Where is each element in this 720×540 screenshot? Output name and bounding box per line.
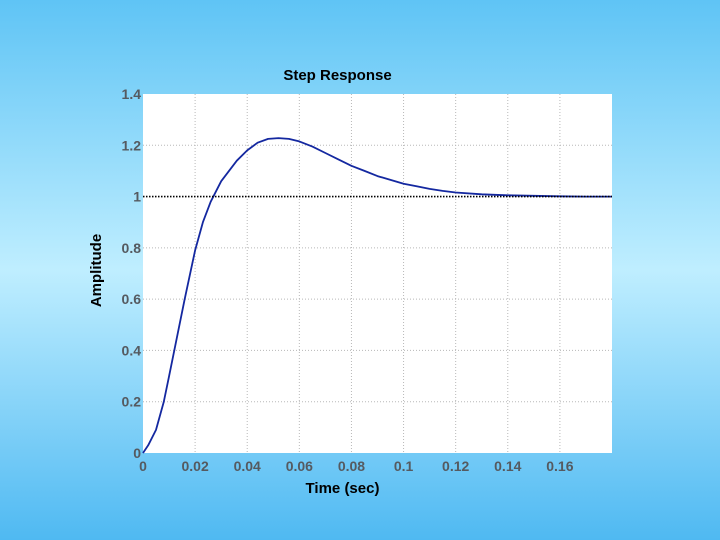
y-tick-labels: 0 0.2 0.4 0.6 0.8 1 1.2 1.4 xyxy=(122,86,142,461)
y-tick-label: 0.6 xyxy=(122,291,142,307)
x-tick-label: 0.12 xyxy=(442,458,469,474)
x-tick-label: 0 xyxy=(139,458,147,474)
y-tick-label: 0.2 xyxy=(122,394,142,410)
x-tick-label: 0.14 xyxy=(494,458,521,474)
y-tick-label: 1.4 xyxy=(122,86,142,102)
x-tick-label: 0.04 xyxy=(234,458,261,474)
x-tick-labels: 0 0.02 0.04 0.06 0.08 0.1 0.12 0.14 0.16 xyxy=(139,458,574,474)
y-tick-label: 1.2 xyxy=(122,137,142,153)
y-tick-label: 1 xyxy=(133,189,141,205)
y-tick-label: 0 xyxy=(133,445,141,461)
x-tick-label: 0.06 xyxy=(286,458,313,474)
series-layer xyxy=(142,137,612,454)
step-response-line xyxy=(142,137,612,454)
x-tick-label: 0.08 xyxy=(338,458,365,474)
y-tick-label: 0.8 xyxy=(122,240,142,256)
y-axis-label: Amplitude xyxy=(88,234,105,307)
y-tick-label: 0.4 xyxy=(122,342,142,358)
plot-area xyxy=(143,94,612,453)
x-tick-label: 0.02 xyxy=(181,458,208,474)
x-tick-label: 0.16 xyxy=(546,458,573,474)
x-tick-label: 0.1 xyxy=(394,458,414,474)
x-axis-label: Time (sec) xyxy=(306,480,380,497)
chart-title: Step Response xyxy=(283,67,391,84)
